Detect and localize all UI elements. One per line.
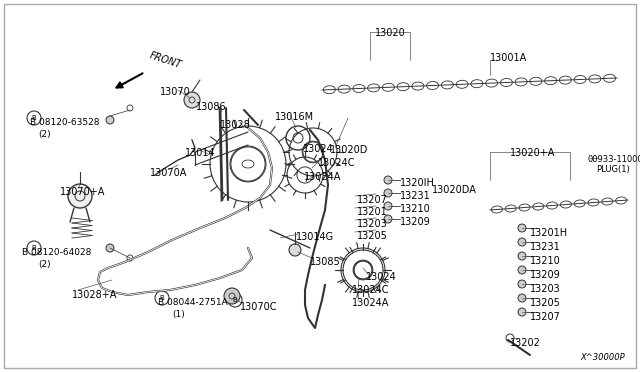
Text: B: B	[159, 295, 164, 301]
Text: PLUG(1): PLUG(1)	[596, 165, 630, 174]
Text: 13070C: 13070C	[240, 302, 278, 312]
Circle shape	[106, 244, 114, 252]
Text: (1): (1)	[172, 310, 185, 319]
Text: (2): (2)	[38, 130, 51, 139]
Text: 13209: 13209	[530, 270, 561, 280]
Circle shape	[518, 294, 526, 302]
Text: 13028+A: 13028+A	[72, 290, 117, 300]
Circle shape	[289, 244, 301, 256]
Text: 13028: 13028	[220, 120, 251, 130]
Text: 13207: 13207	[357, 195, 388, 205]
Text: 13231: 13231	[400, 191, 431, 201]
Text: 13024A: 13024A	[352, 298, 389, 308]
Text: B 08120-63528: B 08120-63528	[30, 118, 99, 127]
Text: 13014: 13014	[185, 148, 216, 158]
Text: 13203: 13203	[530, 284, 561, 294]
Text: 00933-11000: 00933-11000	[588, 155, 640, 164]
Text: B: B	[31, 245, 36, 251]
Text: 13024A: 13024A	[304, 172, 341, 182]
Text: 13024C: 13024C	[318, 158, 355, 168]
Circle shape	[384, 189, 392, 197]
Text: 13001A: 13001A	[490, 53, 527, 63]
Text: 1320IH: 1320IH	[400, 178, 435, 188]
Text: 13020: 13020	[374, 28, 405, 38]
Text: 13210: 13210	[530, 256, 561, 266]
Circle shape	[184, 92, 200, 108]
Text: 13070+A: 13070+A	[60, 187, 106, 197]
Text: 13020DA: 13020DA	[432, 185, 477, 195]
Text: 13203: 13203	[357, 219, 388, 229]
Text: 13207: 13207	[530, 312, 561, 322]
Text: 13020D: 13020D	[330, 145, 369, 155]
Text: 13016M: 13016M	[275, 112, 314, 122]
Circle shape	[518, 252, 526, 260]
Text: B 08044-2751A: B 08044-2751A	[158, 298, 228, 307]
Circle shape	[518, 308, 526, 316]
Text: (2): (2)	[38, 260, 51, 269]
Text: 13070A: 13070A	[150, 168, 188, 178]
Text: 13014G: 13014G	[296, 232, 334, 242]
Text: 13024: 13024	[366, 272, 397, 282]
Text: 13205: 13205	[530, 298, 561, 308]
Circle shape	[224, 288, 240, 304]
Circle shape	[384, 176, 392, 184]
Text: 13209: 13209	[400, 217, 431, 227]
Text: 13085: 13085	[310, 257, 340, 267]
Circle shape	[68, 184, 92, 208]
Text: B 08120-64028: B 08120-64028	[22, 248, 92, 257]
Circle shape	[384, 215, 392, 223]
Circle shape	[518, 280, 526, 288]
Text: B: B	[31, 115, 36, 121]
Circle shape	[518, 238, 526, 246]
Text: 13201H: 13201H	[530, 228, 568, 238]
Text: B: B	[232, 297, 237, 303]
Text: 13086: 13086	[196, 102, 227, 112]
Text: 13202: 13202	[510, 338, 541, 348]
Text: X^30000P: X^30000P	[580, 353, 625, 362]
Text: 13024: 13024	[303, 144, 334, 154]
Circle shape	[384, 202, 392, 210]
Text: 13024C: 13024C	[352, 285, 390, 295]
Circle shape	[106, 116, 114, 124]
Text: 13201: 13201	[357, 207, 388, 217]
Text: 13210: 13210	[400, 204, 431, 214]
Text: FRONT: FRONT	[148, 50, 182, 70]
Circle shape	[518, 224, 526, 232]
Text: 13070: 13070	[160, 87, 191, 97]
Text: 13231: 13231	[530, 242, 561, 252]
Text: 13205: 13205	[357, 231, 388, 241]
Text: 13020+A: 13020+A	[510, 148, 556, 158]
Circle shape	[518, 266, 526, 274]
